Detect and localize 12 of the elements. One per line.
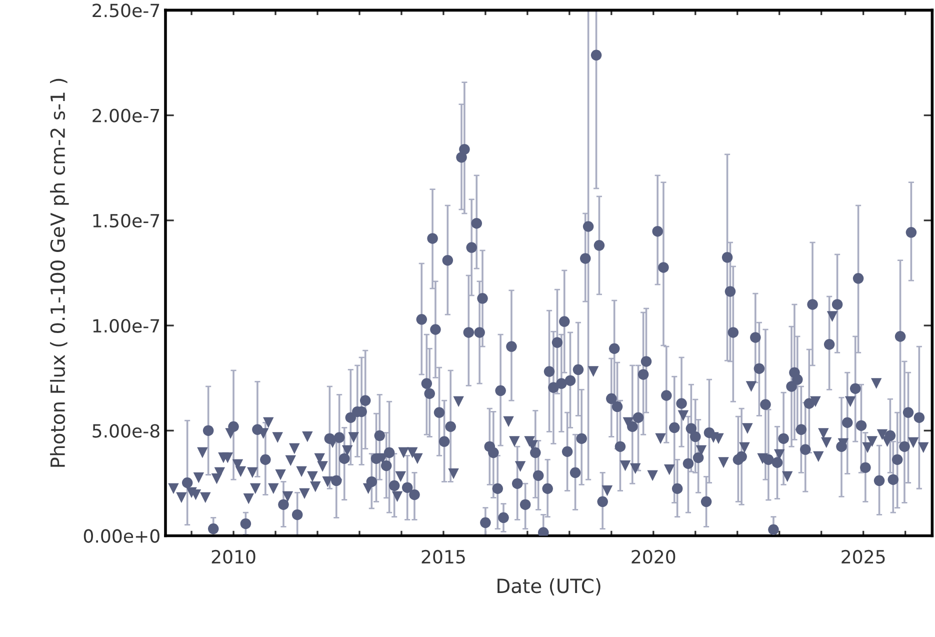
y-tick-label: 2.00e-7	[92, 108, 160, 122]
y-tick-label: 1.00e-7	[93, 318, 160, 333]
y-tick-label: 0.00e+0	[84, 529, 160, 543]
x-tick-label: 2010	[212, 550, 256, 564]
x-axis-title: Date (UTC)	[498, 578, 600, 596]
y-tick-label: 5.00e-8	[92, 424, 160, 438]
x-tick-label: 2015	[422, 550, 465, 564]
y-axis-title: Photon Flux ( 0.1-100 GeV ph cm-2 s-1 )	[50, 78, 69, 467]
y-tick-label: 1.50e-7	[93, 214, 160, 228]
x-tick-label: 2025	[842, 550, 885, 564]
y-tick-label: 2.50e-7	[92, 4, 160, 18]
x-tick-label: 2020	[632, 550, 676, 564]
